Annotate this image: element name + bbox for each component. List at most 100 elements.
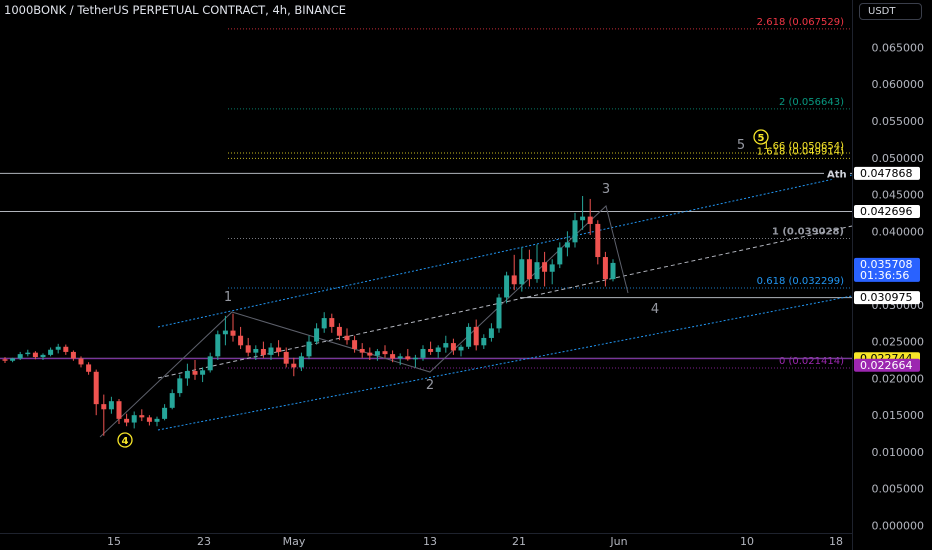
candle-body	[10, 358, 16, 361]
candle-body	[253, 348, 259, 353]
candle-body	[359, 348, 365, 353]
fib-level-label: 1.66 (0.050654)	[763, 141, 844, 152]
ath-label-bg	[824, 167, 850, 180]
fib-level-label: 1 (0.039028)	[772, 226, 844, 237]
candle-body	[435, 347, 441, 352]
wave-label: 2	[426, 378, 434, 393]
bar-countdown-label: 01:36:56	[860, 269, 909, 282]
candle-body	[40, 354, 46, 358]
circled-wave-marker	[753, 129, 769, 145]
fib-level-label: 2.618 (0.067529)	[757, 17, 844, 28]
candle-body	[298, 356, 304, 368]
candle-body	[306, 341, 312, 357]
candle-body	[412, 357, 418, 360]
channel-midline	[157, 225, 853, 379]
candle-body	[564, 242, 570, 248]
candle-body	[572, 220, 578, 243]
candle-body	[146, 417, 152, 422]
y-tick-label: 0.060000	[872, 78, 925, 91]
candle-body	[557, 247, 563, 265]
y-tick-label: 0.050000	[872, 152, 925, 165]
candle-body	[549, 264, 555, 272]
price-level-badge	[854, 204, 920, 218]
price-level-badge	[854, 257, 920, 282]
candle-body	[488, 328, 494, 338]
x-tick-label: Jun	[609, 535, 627, 548]
candle-body	[610, 262, 616, 280]
candle-body	[329, 318, 335, 327]
price-level-badge-label: 0.030975	[860, 291, 913, 304]
y-tick-label: 0.005000	[872, 483, 925, 496]
candle-body	[207, 356, 213, 371]
candle-body	[405, 356, 411, 360]
candle-body	[473, 326, 479, 346]
fib-level-label: 2 (0.056643)	[779, 97, 844, 108]
y-tick-label: 0.025000	[872, 336, 925, 349]
candle-body	[519, 259, 525, 285]
candle-body	[443, 343, 449, 348]
currency-selector-button[interactable]: USDT	[859, 3, 922, 20]
candle-body	[367, 352, 373, 356]
circled-wave-label: 4	[122, 436, 129, 447]
candle-body	[504, 275, 510, 298]
candle-body	[268, 347, 274, 355]
channel-lower-line	[157, 295, 853, 431]
candle-body	[420, 348, 426, 358]
candle-body	[526, 259, 532, 280]
candle-body	[336, 326, 342, 336]
candle-body	[93, 371, 99, 405]
candle-body	[291, 363, 297, 368]
fib-level-label: 0 (0.021414)	[779, 356, 844, 367]
x-tick-label: May	[283, 535, 306, 548]
candle-body	[2, 359, 8, 361]
y-tick-label: 0.045000	[872, 189, 925, 202]
candle-body	[276, 347, 282, 352]
y-tick-label: 0.010000	[872, 446, 925, 459]
wave-label: 3	[602, 182, 610, 197]
price-level-badge	[854, 358, 920, 372]
channel-upper-line	[157, 174, 853, 328]
candle-body	[25, 352, 31, 355]
candle-body	[481, 337, 487, 346]
candle-body	[154, 418, 160, 422]
candle-body	[602, 257, 608, 280]
price-level-badge-label: 0.022664	[860, 359, 913, 372]
x-tick-label: 23	[197, 535, 211, 548]
candle-body	[200, 370, 206, 375]
price-level-badge	[854, 291, 920, 305]
candle-body	[238, 335, 244, 346]
candle-body	[595, 223, 601, 258]
circled-wave-label: 5	[758, 133, 765, 144]
wave-label: 1	[224, 290, 232, 305]
candle-body	[230, 330, 236, 336]
candle-body	[177, 378, 183, 394]
candle-body	[162, 407, 168, 419]
candle-body	[534, 262, 540, 280]
candle-body	[458, 346, 464, 351]
candle-body	[169, 393, 175, 408]
candle-body	[580, 216, 586, 221]
circled-wave-marker	[117, 432, 133, 448]
candle-body	[63, 346, 69, 352]
wave-label: 4	[651, 302, 659, 317]
candle-body	[260, 348, 266, 355]
candle-body	[450, 343, 456, 351]
y-tick-label: 0.040000	[872, 225, 925, 238]
x-tick-label: 18	[829, 535, 843, 548]
price-level-badge-label: 0.042696	[860, 205, 913, 218]
candle-body	[70, 351, 76, 359]
candle-body	[397, 356, 403, 359]
candle-body	[184, 371, 190, 379]
ath-label: Ath	[827, 169, 847, 180]
elliott-wave-path	[99, 205, 629, 438]
candle-body	[321, 318, 327, 329]
candle-body	[124, 418, 130, 423]
candle-body	[542, 262, 548, 272]
x-tick-label: 10	[740, 535, 754, 548]
candle-body	[352, 340, 358, 349]
candle-body	[511, 275, 517, 285]
price-level-badge-label: 0.035708	[860, 258, 913, 271]
candle-body	[86, 364, 92, 372]
y-tick-label: 0.015000	[872, 409, 925, 422]
